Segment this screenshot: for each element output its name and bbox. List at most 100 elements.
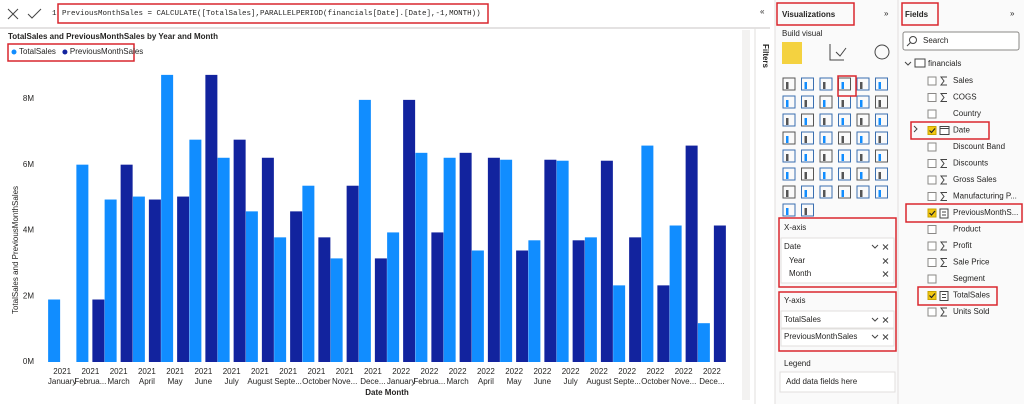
- visual-icon[interactable]: [819, 95, 833, 109]
- checkbox[interactable]: [927, 291, 937, 300]
- bar[interactable]: [302, 185, 315, 362]
- bar[interactable]: [261, 157, 274, 362]
- checkbox[interactable]: [927, 192, 937, 201]
- visual-icon[interactable]: [875, 113, 888, 127]
- visual-icon[interactable]: [860, 136, 863, 143]
- visual-icon[interactable]: [782, 203, 796, 217]
- scrollbar[interactable]: [742, 30, 750, 400]
- bar[interactable]: [641, 145, 654, 362]
- bar[interactable]: [387, 232, 400, 362]
- bar[interactable]: [177, 196, 190, 362]
- visual-icon[interactable]: [786, 118, 789, 125]
- visual-icon[interactable]: [838, 131, 851, 145]
- bar[interactable]: [471, 250, 484, 362]
- bar[interactable]: [318, 237, 331, 362]
- field-name[interactable]: Segment: [953, 274, 986, 283]
- visual-icon[interactable]: [823, 172, 826, 179]
- bar[interactable]: [132, 196, 145, 362]
- bar[interactable]: [443, 157, 456, 362]
- remove-icon[interactable]: [882, 244, 889, 250]
- checkbox[interactable]: [927, 159, 937, 168]
- field-level[interactable]: Month: [789, 269, 811, 278]
- visual-icon[interactable]: [819, 167, 833, 181]
- formula-text[interactable]: PreviousMonthSales = CALCULATE([TotalSal…: [62, 10, 481, 18]
- bar[interactable]: [669, 225, 682, 362]
- chevron[interactable]: [904, 61, 912, 66]
- visual-icon[interactable]: [841, 136, 845, 143]
- checkbox[interactable]: [927, 307, 937, 317]
- bar[interactable]: [205, 74, 218, 362]
- field-well[interactable]: [780, 237, 895, 284]
- visual-icon[interactable]: [804, 136, 808, 143]
- checkbox[interactable]: [927, 175, 937, 185]
- visual-icon[interactable]: [804, 208, 808, 215]
- field-name[interactable]: Discount Band: [953, 142, 1005, 151]
- checkbox[interactable]: [927, 142, 937, 152]
- remove-icon[interactable]: [882, 258, 889, 264]
- field-level[interactable]: Year: [789, 256, 806, 265]
- bar[interactable]: [516, 250, 529, 362]
- bar[interactable]: [403, 99, 416, 363]
- visual-icon[interactable]: [819, 149, 833, 163]
- visual-icon[interactable]: [860, 190, 863, 197]
- bar[interactable]: [415, 152, 428, 362]
- bar[interactable]: [48, 299, 61, 362]
- bar[interactable]: [245, 211, 258, 362]
- visual-icon[interactable]: [878, 190, 882, 197]
- bar[interactable]: [76, 164, 89, 362]
- bar[interactable]: [657, 285, 670, 362]
- visual-icon[interactable]: [782, 95, 796, 109]
- visual-icon[interactable]: [786, 82, 789, 89]
- visual-icon[interactable]: [823, 100, 826, 107]
- bar[interactable]: [544, 159, 557, 362]
- bar[interactable]: [217, 157, 230, 362]
- checkbox[interactable]: [927, 258, 937, 267]
- visual-icon[interactable]: [786, 154, 789, 161]
- visual-icon[interactable]: [801, 185, 814, 199]
- field-name[interactable]: Sales: [953, 76, 973, 85]
- visual-icon[interactable]: [841, 82, 845, 89]
- bar[interactable]: [584, 237, 597, 362]
- checkbox[interactable]: [927, 93, 937, 102]
- visual-icon[interactable]: [856, 95, 870, 109]
- bar[interactable]: [346, 185, 359, 362]
- bar[interactable]: [330, 258, 343, 362]
- visual-icon[interactable]: [856, 113, 870, 127]
- visual-icon[interactable]: [786, 208, 789, 215]
- field-name[interactable]: Units Sold: [953, 307, 989, 316]
- visual-icon[interactable]: [786, 172, 789, 179]
- chevron[interactable]: [871, 317, 879, 322]
- bar[interactable]: [92, 299, 105, 362]
- visual-icon[interactable]: [819, 113, 833, 127]
- bar[interactable]: [120, 164, 133, 362]
- checkbox[interactable]: [927, 225, 937, 234]
- visual-icon[interactable]: [860, 82, 863, 89]
- field-name[interactable]: TotalSales: [953, 291, 990, 300]
- checkbox[interactable]: [927, 274, 937, 284]
- visual-icon[interactable]: [823, 82, 826, 89]
- field-name[interactable]: COGS: [953, 93, 977, 102]
- visual-icon[interactable]: [875, 77, 888, 91]
- visual-icon[interactable]: [875, 167, 888, 181]
- bar[interactable]: [600, 160, 613, 362]
- checkbox[interactable]: [927, 126, 937, 135]
- visual-icon[interactable]: [875, 149, 888, 163]
- bar[interactable]: [233, 139, 246, 362]
- visual-icon[interactable]: [875, 131, 888, 145]
- visual-icon[interactable]: [841, 118, 845, 125]
- bar[interactable]: [104, 199, 117, 362]
- bar[interactable]: [528, 240, 541, 362]
- chevron[interactable]: [871, 334, 879, 339]
- bar[interactable]: [697, 323, 710, 362]
- visual-icon[interactable]: [819, 77, 833, 91]
- visual-icon[interactable]: [782, 77, 796, 91]
- visual-icon[interactable]: [875, 185, 888, 199]
- search-box[interactable]: [902, 31, 1020, 51]
- field-name[interactable]: Gross Sales: [953, 175, 997, 184]
- visual-icon[interactable]: [856, 167, 870, 181]
- legend-label[interactable]: PreviousMonthSales: [70, 47, 143, 56]
- visual-icon[interactable]: [823, 136, 826, 143]
- field-name[interactable]: Country: [953, 109, 981, 118]
- visual-icon[interactable]: [804, 190, 808, 197]
- visual-icon[interactable]: [782, 149, 796, 163]
